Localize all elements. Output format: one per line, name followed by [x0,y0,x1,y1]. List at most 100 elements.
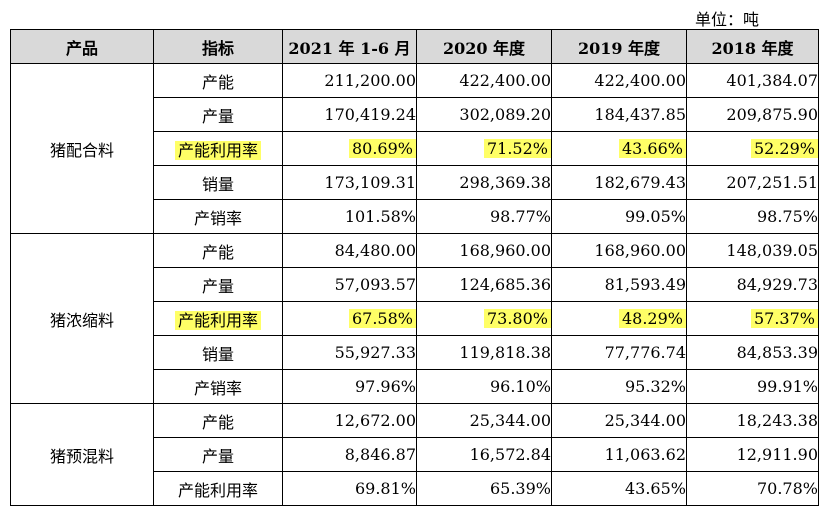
value-text: 52.29% [750,139,818,158]
value-cell: 11,063.62 [551,437,687,472]
value-cell: 211,200.00 [282,63,417,98]
value-text: 8,846.87 [344,445,416,464]
table-row: 猪配合料 产能 211,200.00 422,400.00 422,400.00 401,… [10,63,819,234]
table-row: 猪预混料 产能 12,672.00 25,344.00 25,344.00 18,243.… [10,403,819,506]
metric-cell: 销量 [153,335,283,370]
metric-cell: 产销率 [153,199,283,234]
value-cell: 43.66% [551,131,687,166]
metric-label: 产能利用率 [174,140,261,160]
metric-cell: 产能 [153,233,283,268]
metric-cell: 产销率 [153,369,283,404]
metric-cell: 产量 [153,97,283,132]
value-cell: 71.52% [416,131,552,166]
product-cell: 猪浓缩料 [10,233,154,404]
metric-cell: 产量 [153,437,283,472]
table-row: 产销率 97.96% 96.10% 95.32% 99.91% [11,369,819,404]
value-cell: 77,776.74 [551,335,687,370]
table-body: 猪配合料 产能 211,200.00 422,400.00 422,400.00 401,… [10,63,819,506]
metric-cell: 销量 [153,165,283,200]
value-cell: 16,572.84 [416,437,552,472]
value-cell: 98.75% [686,199,819,234]
value-text: 99.05% [624,207,686,226]
value-text: 124,685.36 [459,275,551,294]
unit-label: 单位：吨 [694,10,759,29]
value-text: 119,818.38 [459,343,551,362]
value-cell: 168,960.00 [416,233,552,268]
value-text: 98.77% [489,207,551,226]
value-cell: 173,109.31 [282,165,417,200]
value-cell: 12,672.00 [282,403,417,438]
value-text: 99.91% [756,377,818,396]
value-cell: 119,818.38 [416,335,552,370]
capacity-table: 产品 指标 2021 年 1-6 月 2020 年度 2019 年度 2018 … [10,29,819,506]
metric-label: 销量 [201,344,234,364]
value-cell: 99.91% [686,369,819,404]
product-cell: 猪配合料 [10,63,154,234]
value-cell: 80.69% [282,131,417,166]
value-text: 25,344.00 [469,411,551,430]
value-cell: 70.78% [686,471,819,506]
value-cell: 96.10% [416,369,552,404]
value-cell: 170,419.24 [282,97,417,132]
value-text: 80.69% [348,139,416,158]
metric-label: 产销率 [193,208,242,228]
metric-label: 产销率 [193,378,242,398]
value-text: 73.80% [483,309,551,328]
value-text: 96.10% [489,377,551,396]
metric-cell: 产能利用率 [153,471,283,506]
value-cell: 8,846.87 [282,437,417,472]
header-cell-product: 产品 [10,29,154,64]
value-cell: 84,480.00 [282,233,417,268]
value-text: 70.78% [756,479,818,498]
header-cell-2021h1: 2021 年 1-6 月 [282,29,417,64]
value-cell: 84,929.73 [686,267,819,302]
value-text: 148,039.05 [726,241,818,260]
value-cell: 148,039.05 [686,233,819,268]
metric-label: 产能利用率 [174,310,261,330]
metric-cell: 产能利用率 [153,301,283,336]
table-row: 产能利用率 67.58% 73.80% 48.29% 57.37% [11,301,819,336]
value-text: 67.58% [348,309,416,328]
value-text: 298,369.38 [459,173,551,192]
header-cell-2019: 2019 年度 [551,29,687,64]
value-text: 84,480.00 [334,241,416,260]
table-row: 产量 8,846.87 16,572.84 11,063.62 12,911.90 [11,437,819,472]
value-cell: 65.39% [416,471,552,506]
metric-label: 产能利用率 [177,480,258,500]
value-cell: 73.80% [416,301,552,336]
metric-label: 产量 [201,276,234,296]
value-cell: 98.77% [416,199,552,234]
metric-cell: 产能利用率 [153,131,283,166]
value-cell: 182,679.43 [551,165,687,200]
value-cell: 124,685.36 [416,267,552,302]
value-text: 65.39% [489,479,551,498]
value-text: 207,251.51 [726,173,818,192]
value-cell: 184,437.85 [551,97,687,132]
value-text: 168,960.00 [459,241,551,260]
value-cell: 67.58% [282,301,417,336]
value-text: 182,679.43 [594,173,686,192]
value-text: 209,875.90 [726,105,818,124]
product-cell: 猪预混料 [10,403,154,506]
value-cell: 55,927.33 [282,335,417,370]
value-text: 18,243.38 [736,411,818,430]
value-text: 302,089.20 [459,105,551,124]
metric-label: 销量 [201,174,234,194]
value-text: 25,344.00 [604,411,686,430]
header-cell-2020: 2020 年度 [416,29,552,64]
value-text: 69.81% [354,479,416,498]
value-text: 422,400.00 [459,71,551,90]
value-text: 12,911.90 [736,445,818,464]
value-text: 12,672.00 [334,411,416,430]
header-cell-2018: 2018 年度 [686,29,819,64]
metric-label: 产能 [201,72,234,92]
metric-label: 产量 [201,106,234,126]
value-cell: 12,911.90 [686,437,819,472]
value-text: 97.96% [354,377,416,396]
value-text: 422,400.00 [594,71,686,90]
metric-label: 产能 [201,412,234,432]
value-cell: 57.37% [686,301,819,336]
value-text: 81,593.49 [604,275,686,294]
value-cell: 302,089.20 [416,97,552,132]
value-text: 84,853.39 [736,343,818,362]
